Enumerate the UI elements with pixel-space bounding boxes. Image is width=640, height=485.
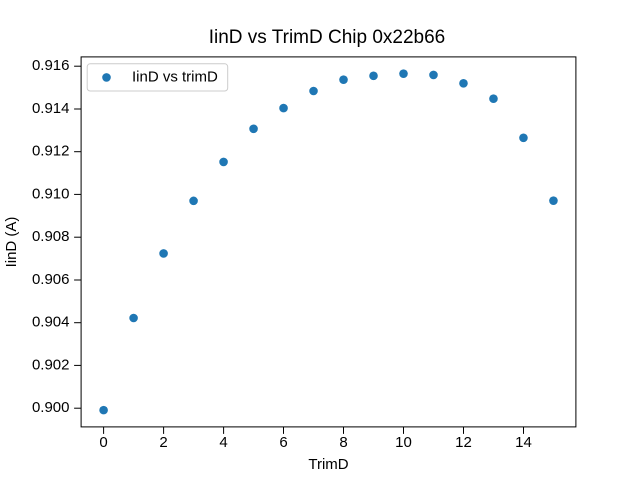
svg-text:0.902: 0.902 (32, 356, 70, 373)
svg-text:4: 4 (219, 434, 227, 451)
svg-text:IinD (A): IinD (A) (3, 217, 20, 268)
svg-text:0.916: 0.916 (32, 57, 70, 74)
svg-text:6: 6 (279, 434, 287, 451)
svg-text:0.908: 0.908 (32, 228, 70, 245)
svg-text:0.900: 0.900 (32, 399, 70, 416)
svg-text:12: 12 (455, 434, 472, 451)
svg-text:2: 2 (159, 434, 167, 451)
svg-text:0.914: 0.914 (32, 100, 70, 117)
svg-text:8: 8 (339, 434, 347, 451)
svg-text:TrimD: TrimD (308, 456, 348, 473)
svg-text:0.910: 0.910 (32, 185, 70, 202)
svg-text:0.912: 0.912 (32, 143, 70, 160)
svg-text:IinD vs trimD: IinD vs trimD (132, 68, 218, 85)
svg-text:10: 10 (395, 434, 412, 451)
svg-text:14: 14 (515, 434, 532, 451)
svg-text:0.906: 0.906 (32, 271, 70, 288)
svg-text:IinD vs TrimD Chip 0x22b66: IinD vs TrimD Chip 0x22b66 (209, 27, 446, 48)
svg-text:0: 0 (99, 434, 107, 451)
svg-text:0.904: 0.904 (32, 314, 70, 331)
